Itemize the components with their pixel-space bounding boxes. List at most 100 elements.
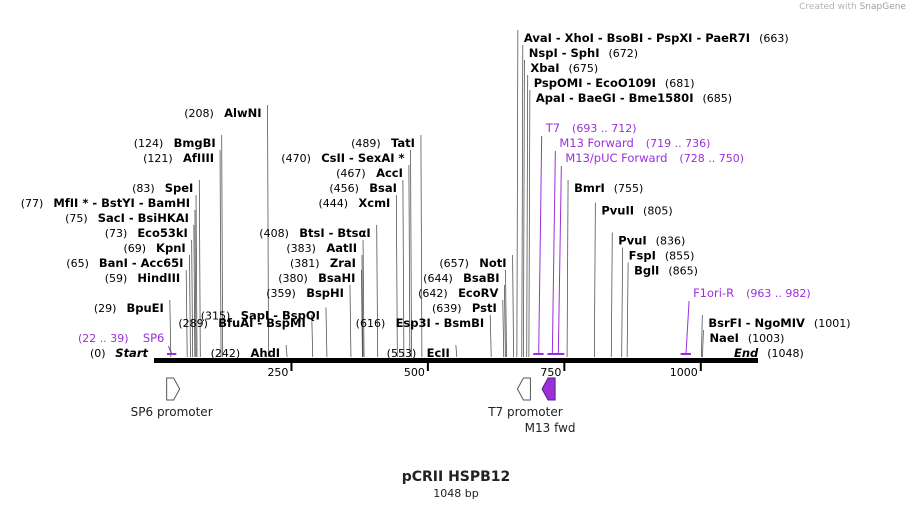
site-label-noti[interactable]: (657) NotI xyxy=(439,256,506,270)
site-label-pvui[interactable]: (836) PvuI xyxy=(618,234,685,248)
site-label-saci-bsihkai[interactable]: (75) SacI - BsiHKAI xyxy=(65,211,189,225)
site-label-bmri[interactable]: (755) BmrI xyxy=(574,181,643,195)
site-position: (693 .. 712) xyxy=(572,122,637,135)
site-label-f1ori-r[interactable]: (963 .. 982) F1ori-R xyxy=(693,286,811,300)
site-position: (380) xyxy=(278,272,308,285)
site-label-bsphi[interactable]: (359) BspHI xyxy=(266,286,344,300)
site-name: SpeI xyxy=(165,181,194,195)
site-name: NspI - SphI xyxy=(529,46,600,60)
site-position: (644) xyxy=(423,272,453,285)
plasmid-length: 1048 bp xyxy=(433,487,479,500)
site-name: PspOMI - EcoO109I xyxy=(534,76,656,90)
site-name: PstI xyxy=(472,301,497,315)
site-label-xbai[interactable]: (675) XbaI xyxy=(530,61,598,75)
feature-m13-fwd[interactable]: M13 fwd xyxy=(525,377,576,435)
site-label-end[interactable]: (1048) End xyxy=(734,346,804,360)
site-label-eco53ki[interactable]: (73) Eco53kI xyxy=(105,226,188,240)
site-name: ZraI xyxy=(330,256,356,270)
site-label-bfuai-bspmi[interactable]: (289) BfuAI - BspMI xyxy=(178,316,305,330)
site-label-esp3i-bsmbi[interactable]: (616) Esp3I - BsmBI xyxy=(356,316,485,330)
feature-sp6-promoter[interactable]: SP6 promoter xyxy=(131,377,213,419)
site-label-bsabi[interactable]: (644) BsaBI xyxy=(423,271,499,285)
site-label-afiiii[interactable]: (121) AfIIII xyxy=(143,151,214,165)
site-position: (444) xyxy=(318,197,348,210)
site-name: PvuII xyxy=(601,204,634,218)
site-label-zrai[interactable]: (381) ZraI xyxy=(290,256,356,270)
feature-label: SP6 promoter xyxy=(131,405,213,419)
site-label-fspi[interactable]: (855) FspI xyxy=(629,249,695,263)
site-label-nspi-sphi[interactable]: (672) NspI - SphI xyxy=(529,46,638,60)
site-label-mfii-bstyi-bamhi[interactable]: (77) MfII * - BstYI - BamHI xyxy=(21,196,190,210)
leader-line xyxy=(185,269,188,358)
site-label-bsrfi-ngomiv[interactable]: (1001) BsrFI - NgoMIV xyxy=(708,316,850,330)
site-label-bgli[interactable]: (865) BglI xyxy=(634,264,698,278)
site-name: EcII xyxy=(427,346,450,360)
site-position: (22 .. 39) xyxy=(78,332,129,345)
site-label-m13-forward[interactable]: (719 .. 736) M13 Forward xyxy=(559,136,710,150)
site-position: (208) xyxy=(184,107,214,120)
site-label-xcmi[interactable]: (444) XcmI xyxy=(318,196,390,210)
site-label-kpni[interactable]: (69) KpnI xyxy=(123,241,185,255)
site-name: Esp3I - BsmBI xyxy=(396,316,485,330)
leader-line xyxy=(219,149,222,358)
site-position: (383) xyxy=(286,242,316,255)
site-label-bsai[interactable]: (456) BsaI xyxy=(329,181,397,195)
leader-line xyxy=(685,300,690,354)
snapgene-credit: Created with SnapGene xyxy=(799,2,906,12)
site-position: (359) xyxy=(266,287,296,300)
leader-line xyxy=(489,314,492,358)
sequence-backbone xyxy=(154,358,758,363)
site-label-alwni[interactable]: (208) AlwNI xyxy=(184,106,261,120)
site-label-spei[interactable]: (83) SpeI xyxy=(132,181,193,195)
feature-arrow xyxy=(166,377,181,401)
site-name: PvuI xyxy=(618,234,646,248)
site-label-bpuei[interactable]: (29) BpuEI xyxy=(94,301,164,315)
site-label-apai-baegi-bme1580i[interactable]: (685) ApaI - BaeGI - Bme1580I xyxy=(536,91,732,105)
site-name: NaeI xyxy=(709,331,738,345)
site-label-bmgbi[interactable]: (124) BmgBI xyxy=(134,136,216,150)
site-name: XcmI xyxy=(358,196,390,210)
site-label-t7[interactable]: (693 .. 712) T7 xyxy=(545,121,637,135)
site-position: (65) xyxy=(66,257,89,270)
site-name: M13 Forward xyxy=(559,136,633,150)
site-position: (289) xyxy=(178,317,208,330)
site-label-csii-sexai-[interactable]: (470) CsII - SexAI * xyxy=(281,151,404,165)
site-label-sp6[interactable]: (22 .. 39) SP6 xyxy=(78,331,164,345)
site-label-acci[interactable]: (467) AccI xyxy=(336,166,403,180)
primer-bar xyxy=(167,353,177,355)
leader-line xyxy=(538,135,543,354)
primer-bar xyxy=(547,353,557,355)
site-position: (685) xyxy=(702,92,732,105)
feature-t7-promoter[interactable]: T7 promoter xyxy=(487,377,563,419)
site-label-ecorv[interactable]: (642) EcoRV xyxy=(418,286,498,300)
site-label-sapi-bspqi[interactable]: (315) SapI - BspQI xyxy=(201,309,320,323)
site-position: (728 .. 750) xyxy=(679,152,744,165)
site-label-psti[interactable]: (639) PstI xyxy=(432,301,497,315)
leader-line xyxy=(221,134,224,358)
site-label-pspomi-ecoo109i[interactable]: (681) PspOMI - EcoO109I xyxy=(534,76,695,90)
site-position: (616) xyxy=(356,317,386,330)
site-name: BanI - Acc65I xyxy=(99,256,184,270)
feature-label: M13 fwd xyxy=(525,421,576,435)
site-label-naei[interactable]: (1003) NaeI xyxy=(709,331,784,345)
site-label-tati[interactable]: (489) TatI xyxy=(351,136,415,150)
site-label-bani-acc65i[interactable]: (65) BanI - Acc65I xyxy=(66,256,183,270)
site-label-bsahi[interactable]: (380) BsaHI xyxy=(278,271,355,285)
site-label-pvuii[interactable]: (805) PvuII xyxy=(601,204,672,218)
leader-line xyxy=(361,254,364,358)
leader-line xyxy=(626,262,629,358)
site-label-m13-puc-forward[interactable]: (728 .. 750) M13/pUC Forward xyxy=(565,151,744,165)
ruler-tick-label: 250 xyxy=(267,366,288,379)
site-position: (1003) xyxy=(748,332,785,345)
site-label-hindiii[interactable]: (59) HindIII xyxy=(105,271,180,285)
site-name: BsrFI - NgoMIV xyxy=(708,316,805,330)
site-label-ahdi[interactable]: (242) AhdI xyxy=(211,346,281,360)
site-label-start[interactable]: (0) Start xyxy=(90,346,149,360)
site-label-btsi-bts-i[interactable]: (408) BtsI - BtsαI xyxy=(259,226,370,240)
site-name: EcoRV xyxy=(458,286,498,300)
site-label-ecii[interactable]: (553) EcII xyxy=(387,346,450,360)
site-label-aatii[interactable]: (383) AatII xyxy=(286,241,357,255)
site-position: (315) xyxy=(201,310,231,323)
site-label-avai-xhoi-bsobi-pspxi-paer7i[interactable]: (663) AvaI - XhoI - BsoBI - PspXI - PaeR7… xyxy=(524,31,789,45)
site-position: (456) xyxy=(329,182,359,195)
